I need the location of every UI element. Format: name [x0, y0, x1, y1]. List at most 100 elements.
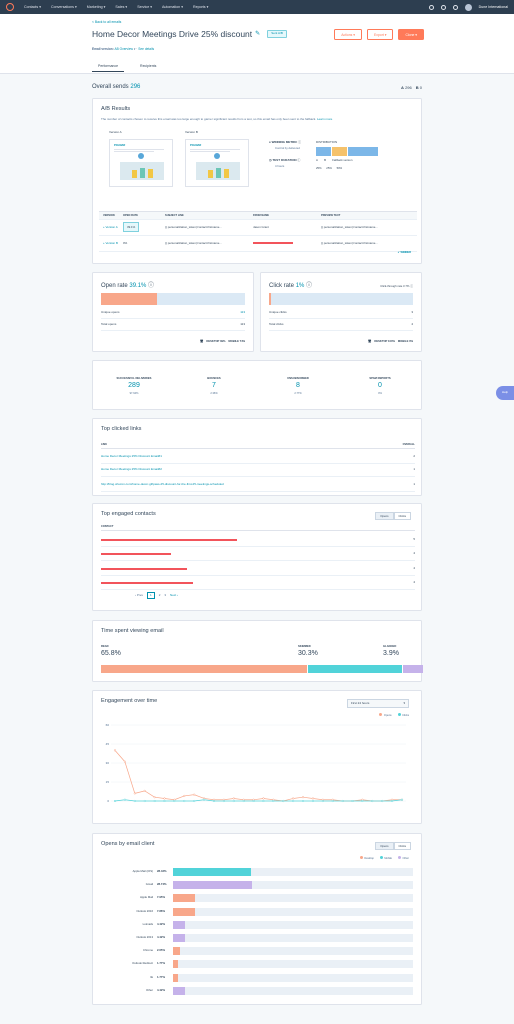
data-point-clicks[interactable] — [252, 799, 255, 803]
legend-opens[interactable]: Opens — [379, 713, 392, 717]
client-bar-fill[interactable] — [173, 960, 178, 969]
client-bar-fill[interactable] — [173, 907, 195, 916]
nav-conversations[interactable]: Conversations ▾ — [51, 4, 77, 9]
data-point-clicks[interactable] — [222, 799, 225, 803]
client-bar-fill[interactable] — [173, 947, 181, 956]
table-row[interactable]: 4 — [101, 566, 415, 576]
data-point-opens[interactable] — [123, 760, 126, 763]
account-name[interactable]: Dune International — [478, 4, 508, 9]
data-point-clicks[interactable] — [203, 798, 206, 801]
version-a-thumbnail[interactable]: POLMAR — [109, 139, 173, 187]
nav-sales[interactable]: Sales ▾ — [115, 4, 128, 9]
client-bar-fill[interactable] — [173, 920, 186, 929]
data-point-clicks[interactable] — [400, 798, 404, 801]
avatar[interactable] — [464, 3, 472, 11]
data-point-opens[interactable] — [262, 797, 265, 800]
email-version-select[interactable]: AB Overview — [114, 47, 133, 51]
pager-page-1[interactable]: 1 — [147, 592, 155, 599]
pager-page-2[interactable]: 2 — [158, 592, 161, 597]
data-point-clicks[interactable] — [311, 799, 314, 803]
data-point-opens[interactable] — [113, 749, 117, 752]
edit-pencil-icon[interactable]: ✎ — [255, 30, 261, 37]
hubspot-logo-icon[interactable] — [6, 3, 14, 11]
export-button[interactable]: Export ▾ — [367, 29, 394, 41]
help-button[interactable]: Help — [496, 386, 514, 400]
version-b-thumbnail[interactable]: POLMAR — [185, 139, 249, 187]
clone-button[interactable]: Clone ▾ — [398, 29, 424, 41]
data-point-clicks[interactable] — [391, 799, 394, 803]
toggle-clicks[interactable]: Clicks — [393, 512, 411, 521]
data-point-clicks[interactable] — [163, 799, 166, 803]
data-point-clicks[interactable] — [113, 799, 117, 803]
data-point-clicks[interactable] — [153, 799, 156, 803]
data-point-clicks[interactable] — [232, 799, 235, 803]
tab-performance[interactable]: Performance — [92, 62, 125, 73]
table-row[interactable]: 5 — [101, 537, 415, 547]
data-point-clicks[interactable] — [242, 799, 245, 803]
list-item[interactable]: Home Decor Meetings 25% Discount Email#1… — [101, 454, 415, 464]
time-range-select[interactable]: First 24 hours ▾ — [347, 699, 409, 708]
data-point-clicks[interactable] — [292, 799, 295, 803]
client-bar-fill[interactable] — [173, 934, 186, 942]
data-point-clicks[interactable] — [133, 799, 136, 803]
settings-icon[interactable] — [440, 4, 446, 10]
notifications-icon[interactable] — [452, 4, 458, 10]
toggle-client-clicks[interactable]: Clicks — [393, 842, 411, 851]
data-point-clicks[interactable] — [371, 799, 374, 803]
nav-automation[interactable]: Automation ▾ — [162, 4, 183, 9]
data-point-clicks[interactable] — [123, 798, 126, 801]
data-point-clicks[interactable] — [341, 799, 344, 803]
toggle-opens[interactable]: Opens — [375, 512, 394, 521]
data-point-opens[interactable] — [153, 796, 156, 799]
data-point-clicks[interactable] — [381, 799, 384, 803]
nav-reports[interactable]: Reports ▾ — [193, 4, 209, 9]
data-point-clicks[interactable] — [301, 799, 305, 803]
data-point-clicks[interactable] — [212, 799, 216, 803]
client-bar-fill[interactable] — [173, 986, 186, 995]
actions-button[interactable]: Actions ▾ — [334, 29, 363, 41]
data-point-clicks[interactable] — [351, 799, 354, 803]
client-bar-fill[interactable] — [173, 894, 195, 903]
search-icon[interactable] — [428, 4, 434, 10]
toggle-client-opens[interactable]: Opens — [375, 842, 394, 851]
data-point-opens[interactable] — [301, 796, 305, 799]
nav-service[interactable]: Service ▾ — [137, 4, 152, 9]
client-bar-fill[interactable] — [173, 868, 252, 876]
list-item[interactable]: Home Decor Meetings 25% Discount Email#2… — [101, 467, 415, 477]
list-item[interactable]: http://blog.ohuzon.com/home-decor-giftpa… — [101, 482, 415, 492]
data-point-clicks[interactable] — [282, 799, 285, 803]
data-point-opens[interactable] — [143, 789, 146, 792]
legend-clicks[interactable]: Clicks — [397, 713, 409, 717]
nav-contacts[interactable]: Contacts ▾ — [24, 4, 41, 9]
data-point-clicks[interactable] — [321, 799, 324, 803]
tab-recipients[interactable]: Recipients — [140, 64, 157, 68]
data-point-clicks[interactable] — [361, 799, 364, 803]
pager-next[interactable]: Next › — [170, 592, 179, 597]
data-point-clicks[interactable] — [173, 799, 176, 803]
data-point-opens[interactable] — [311, 797, 314, 800]
see-details-link[interactable]: See details — [138, 47, 155, 51]
data-point-opens[interactable] — [133, 792, 136, 795]
data-point-opens[interactable] — [232, 797, 235, 800]
data-point-clicks[interactable] — [331, 799, 334, 803]
pager-page-3[interactable]: 3 — [164, 592, 167, 597]
back-link[interactable]: < Back to all emails — [92, 20, 122, 24]
data-point-opens[interactable] — [292, 797, 295, 800]
client-bar-fill[interactable] — [173, 881, 253, 890]
learn-more-link[interactable]: Learn more — [316, 117, 333, 121]
data-point-opens[interactable] — [183, 794, 186, 797]
data-point-opens[interactable] — [193, 793, 196, 796]
data-point-opens[interactable] — [163, 797, 166, 800]
data-point-clicks[interactable] — [183, 799, 186, 803]
table-row[interactable]: 4 — [101, 551, 415, 561]
client-bar-fill[interactable] — [173, 973, 178, 982]
pager-prev[interactable]: ‹ Prev — [135, 592, 144, 597]
version-b-link[interactable]: + Version B — [103, 240, 118, 245]
table-row[interactable]: 4 — [101, 580, 415, 590]
version-a-link[interactable]: + Version A — [103, 224, 118, 229]
data-point-clicks[interactable] — [193, 799, 196, 803]
data-point-clicks[interactable] — [262, 799, 265, 803]
nav-marketing[interactable]: Marketing ▾ — [86, 4, 106, 9]
data-point-clicks[interactable] — [143, 799, 146, 803]
data-point-clicks[interactable] — [272, 799, 275, 803]
